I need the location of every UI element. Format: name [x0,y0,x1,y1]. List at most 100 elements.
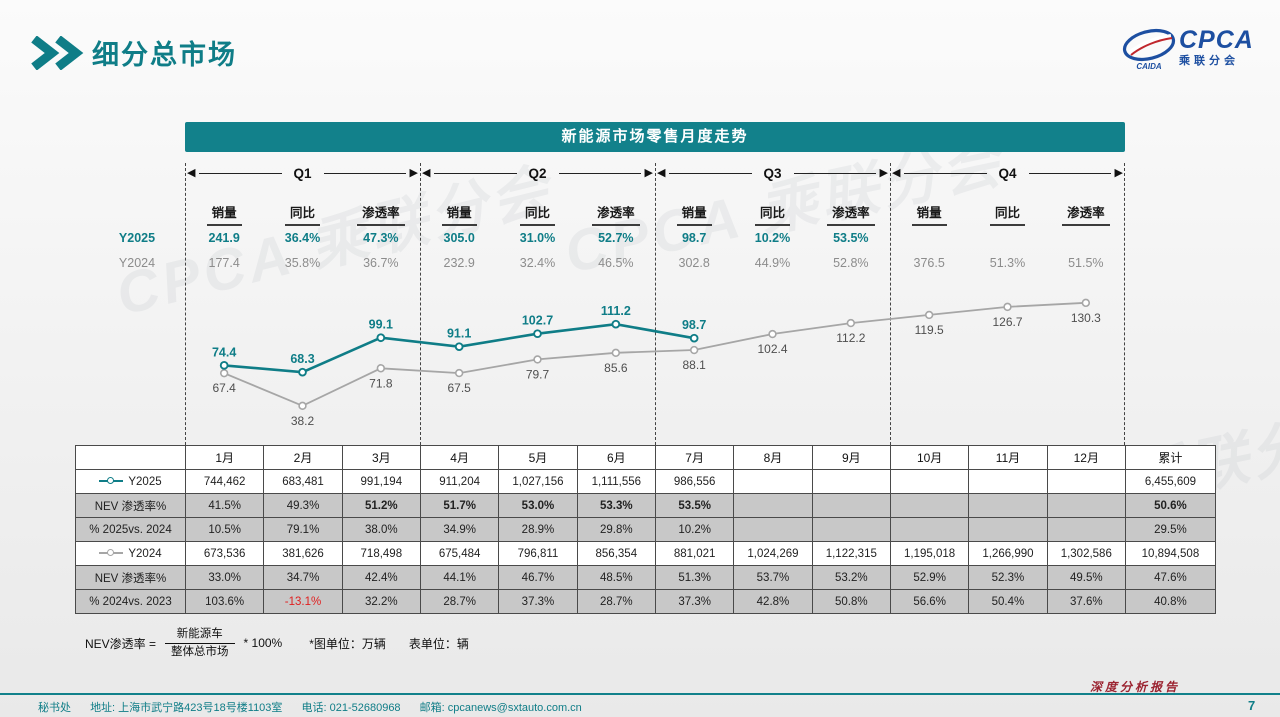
quarter-divider [1124,163,1125,445]
row-label-cell: NEV 渗透率% [75,565,186,590]
stats-header-row: 销量 同比 渗透率 销量 同比 渗透率 销量 同比 渗透率 销量 同比 渗透率 [185,202,1125,226]
footer-email: 邮箱: cpcanews@sxtauto.com.cn [419,702,582,714]
table-row: Y2024 673,536 381,626 718,498 675,484 796,811… [75,541,1216,566]
table-month-header: 6月 [576,445,656,470]
stats-value-y2025: 98.7 [681,231,707,245]
quarter-label: Q2 [528,165,547,181]
table-cell: 991,194 [341,469,421,494]
stats-value-y2025: 47.3% [363,231,399,245]
table-cell: 103.6% [184,589,265,614]
table-row: Y2025 744,462 683,481 991,194 911,204 1,027,1… [75,469,1216,494]
table-cell: 744,462 [184,469,265,494]
table-month-header: 12月 [1046,445,1126,470]
table-corner-cell [75,445,186,470]
table-month-header: 11月 [968,445,1048,470]
table-cell: 46.7% [498,565,578,590]
table-cell [1046,493,1126,518]
quarter-arrow-left-icon: ◀ [657,166,666,179]
table-cell: 52.3% [968,565,1048,590]
table-cell [811,493,891,518]
table-cell [1046,517,1126,542]
stats-value-y2024: 46.5% [598,256,634,270]
chart-unit-note: *图单位：万辆 [309,636,386,651]
cpca-logo: CAIDA CPCA 乘联分会 [1122,28,1254,72]
chart-point-y2024 [1081,298,1091,308]
chart-point-y2025 [689,333,699,343]
table-cell: 1,111,556 [576,469,656,494]
legend-line-icon [99,549,124,557]
table-total-cell: 6,455,609 [1124,469,1216,494]
table-cell [889,493,970,518]
chart-point-y2024 [376,364,386,373]
table-header-row: 1月 2月 3月 4月 5月 6月 7月 8月 9月 10月 11月 12月 累计 [75,445,1216,470]
stats-value-y2025: 53.5% [833,231,869,245]
quarter-line [199,172,282,174]
table-total-cell: 29.5% [1124,517,1216,542]
chart-point-y2024 [1003,302,1012,312]
table-cell: 44.1% [419,565,500,590]
table-cell: 37.3% [498,589,578,614]
table-cell [968,517,1048,542]
table-cell: 986,556 [654,469,735,494]
stats-row-y2025: 241.9 36.4% 47.3% 305.0 31.0% 52.7% 98.7 10.2% 5… [185,231,1125,245]
table-cell: 53.3% [576,493,656,518]
quarter-line [323,172,406,174]
chart-value-label: 71.8 [369,376,393,390]
stats-value-y2024: 51.5% [1068,256,1104,270]
table-month-header: 10月 [889,445,970,470]
stats-value-y2024: 177.4 [208,256,240,270]
stats-col-header: 渗透率 [342,202,420,226]
legend-dot-icon [107,549,115,557]
quarter-line [434,172,517,174]
table-cell: 881,021 [654,541,735,566]
stats-col-header: 同比 [498,202,576,226]
report-type-label: 深度分析报告 [1090,680,1181,694]
table-cell [811,517,891,542]
quarter-divider [185,163,186,445]
chart-point-y2025 [376,333,386,343]
chart-point-y2025 [611,319,621,329]
quarter-line [904,172,987,174]
chart-point-y2024 [768,329,777,339]
table-cell [811,469,891,494]
stats-value-y2025: 10.2% [754,231,791,245]
chart-value-label: 91.1 [447,327,471,341]
table-cell: 1,302,586 [1046,541,1126,566]
table-cell: 34.7% [263,565,343,590]
legend-line-icon [99,477,124,485]
stats-value-y2024: 44.9% [754,256,791,270]
table-cell: 53.0% [498,493,578,518]
row-label: Y2024 [128,547,162,560]
legend-dot-icon [107,477,115,485]
table-cell: 52.9% [889,565,970,590]
table-cell: -13.1% [263,589,343,614]
stats-col-header: 同比 [263,202,341,226]
chart-value-label: 102.4 [757,342,787,356]
quarter-header-q4: ◀ Q4 ▶ [890,163,1125,183]
table-cell: 42.8% [733,589,813,614]
stats-value-y2025 [890,231,968,245]
table-cell: 718,498 [341,541,421,566]
chart-point-y2025 [454,342,464,352]
chart-point-y2024 [454,368,464,378]
table-total-cell: 50.6% [1124,493,1216,518]
chart-point-y2025 [533,329,542,339]
quarter-arrow-right-icon: ▶ [409,166,419,179]
stats-col-header: 销量 [185,202,263,226]
stats-value-y2024: 302.8 [678,256,710,270]
chart-value-label: 126.7 [992,315,1022,329]
formula-lhs: NEV渗透率 = [85,636,157,651]
table-cell: 683,481 [263,469,343,494]
table-month-header: 3月 [341,445,421,470]
stats-value-y2025: 241.9 [208,231,240,245]
table-cell: 28.9% [498,517,578,542]
table-cell: 1,024,269 [733,541,813,566]
table-cell: 49.3% [263,493,343,518]
logo-caption: CAIDA [1136,62,1162,71]
quarter-arrow-left-icon: ◀ [187,166,196,179]
table-cell [733,517,813,542]
quarter-band: ◀ Q1 ▶ ◀ Q2 ▶ ◀ Q3 ▶ ◀ Q4 ▶ [185,163,1125,183]
stats-row-y2024: 177.4 35.8% 36.7% 232.9 32.4% 46.5% 302.8 44.9%… [185,256,1125,270]
table-cell: 34.9% [419,517,500,542]
logo-wordmark: CPCA [1179,26,1254,54]
